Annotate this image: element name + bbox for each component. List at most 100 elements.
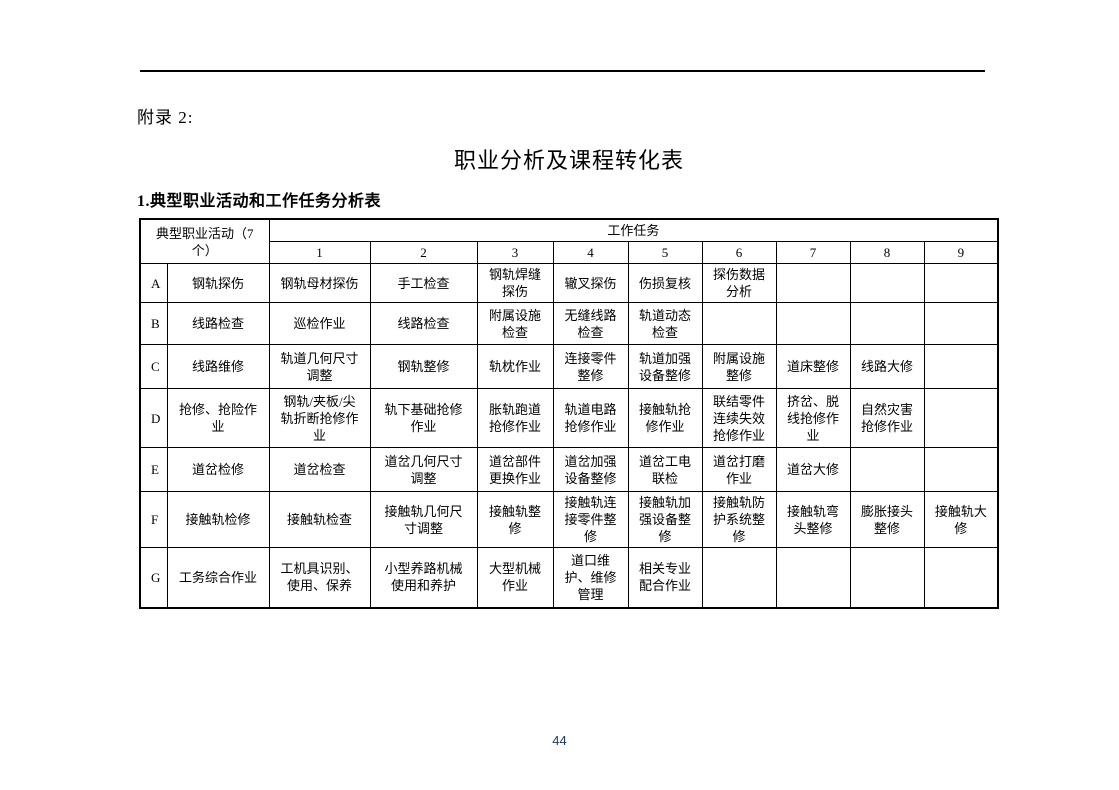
corner-header-cell: 典型职业活动（7个）: [139, 218, 270, 264]
task-cell: 钢轨焊缝探伤: [476, 263, 554, 303]
task-cell: 大型机械作业: [476, 547, 554, 608]
task-cell: 附属设施整修: [701, 344, 777, 389]
activity-cell: 接触轨检修: [166, 491, 270, 548]
table-row-c: C 线路维修 轨道几何尺寸调整 钢轨整修 轨枕作业 连接零件整修 轨道加强设备整…: [139, 344, 999, 389]
task-cell: 接触轨防护系统整修: [701, 491, 777, 548]
task-cell: 小型养路机械使用和养护: [369, 547, 478, 608]
task-cell: [775, 263, 851, 303]
task-cell: 巡检作业: [268, 302, 371, 345]
task-cell: 道床整修: [775, 344, 851, 389]
row-letter-cell: B: [139, 302, 168, 345]
task-cell: [849, 447, 925, 492]
task-cell: [849, 263, 925, 303]
task-cell: 接触轨大修: [923, 491, 999, 548]
task-cell: 联结零件连续失效抢修作业: [701, 388, 777, 448]
task-cell: 道岔检查: [268, 447, 371, 492]
task-cell: 轨道电路抢修作业: [552, 388, 629, 448]
task-cell: 接触轨加强设备整修: [627, 491, 703, 548]
task-cell: 道岔大修: [775, 447, 851, 492]
task-cell: 接触轨弯头整修: [775, 491, 851, 548]
task-cell: 道岔打磨作业: [701, 447, 777, 492]
task-number-cell: 3: [476, 241, 554, 264]
table-header-row-2: 1 2 3 4 5 6 7 8 9: [140, 241, 999, 264]
task-cell: 钢轨整修: [369, 344, 478, 389]
table-row-e: E 道岔检修 道岔检查 道岔几何尺寸调整 道岔部件更换作业 道岔加强设备整修 道…: [139, 447, 999, 492]
section-heading: 1.典型职业活动和工作任务分析表: [137, 193, 382, 210]
task-cell: 挤岔、脱线抢修作业: [775, 388, 851, 448]
activity-cell: 线路维修: [166, 344, 270, 389]
task-number-cell: 9: [923, 241, 999, 264]
task-number-cell: 6: [701, 241, 777, 264]
task-cell: 钢轨/夹板/尖轨折断抢修作业: [268, 388, 371, 448]
task-cell: [923, 263, 999, 303]
page-number: 44: [552, 733, 567, 748]
task-number-cell: 1: [268, 241, 371, 264]
task-cell: 工机具识别、使用、保养: [268, 547, 371, 608]
page-title: 职业分析及课程转化表: [453, 148, 684, 173]
task-cell: 轨下基础抢修作业: [369, 388, 478, 448]
task-cell: 探伤数据分析: [701, 263, 777, 303]
task-cell: 伤损复核: [627, 263, 703, 303]
row-letter-cell: D: [139, 388, 168, 448]
task-number-cell: 8: [849, 241, 925, 264]
task-number-cell: 4: [552, 241, 629, 264]
task-cell: [923, 547, 999, 608]
task-cell: 道岔几何尺寸调整: [369, 447, 478, 492]
task-cell: 膨胀接头整修: [849, 491, 925, 548]
activity-cell: 工务综合作业: [166, 547, 270, 608]
row-letter-cell: C: [139, 344, 168, 389]
table-row-a: A 钢轨探伤 钢轨母材探伤 手工检查 钢轨焊缝探伤 辙叉探伤 伤损复核 探伤数据…: [139, 263, 999, 303]
task-cell: 钢轨母材探伤: [268, 263, 371, 303]
task-number-cell: 7: [775, 241, 851, 264]
task-cell: [923, 447, 999, 492]
tasks-header-cell: 工作任务: [268, 218, 999, 242]
task-cell: 道岔加强设备整修: [552, 447, 629, 492]
task-cell: 线路大修: [849, 344, 925, 389]
activity-cell: 道岔检修: [166, 447, 270, 492]
task-cell: [701, 302, 777, 345]
task-cell: [775, 547, 851, 608]
task-cell: 附属设施检查: [476, 302, 554, 345]
row-letter-cell: F: [139, 491, 168, 548]
task-cell: 胀轨跑道抢修作业: [476, 388, 554, 448]
row-letter-cell: E: [139, 447, 168, 492]
appendix-label: 附录 2:: [137, 108, 194, 127]
activity-cell: 钢轨探伤: [166, 263, 270, 303]
task-cell: 线路检查: [369, 302, 478, 345]
task-cell: 道岔部件更换作业: [476, 447, 554, 492]
task-cell: 轨道加强设备整修: [627, 344, 703, 389]
task-cell: 轨道几何尺寸调整: [268, 344, 371, 389]
task-cell: 相关专业配合作业: [627, 547, 703, 608]
task-cell: 连接零件整修: [552, 344, 629, 389]
table-row-g: G 工务综合作业 工机具识别、使用、保养 小型养路机械使用和养护 大型机械作业 …: [139, 547, 999, 608]
task-cell: 接触轨连接零件整修: [552, 491, 629, 548]
activity-cell: 抢修、抢险作业: [166, 388, 270, 448]
task-cell: 无缝线路检查: [552, 302, 629, 345]
task-cell: [849, 547, 925, 608]
task-cell: 自然灾害抢修作业: [849, 388, 925, 448]
table-row-d: D 抢修、抢险作业 钢轨/夹板/尖轨折断抢修作业 轨下基础抢修作业 胀轨跑道抢修…: [139, 388, 999, 448]
task-cell: [923, 388, 999, 448]
task-cell: 接触轨几何尺寸调整: [369, 491, 478, 548]
task-number-cell: 2: [369, 241, 478, 264]
task-cell: 接触轨整修: [476, 491, 554, 548]
task-cell: 轨道动态检查: [627, 302, 703, 345]
row-letter-cell: G: [139, 547, 168, 608]
row-letter-cell: A: [139, 263, 168, 303]
table-header-row-1: 典型职业活动（7个） 工作任务: [139, 218, 999, 264]
task-cell: 接触轨检查: [268, 491, 371, 548]
task-cell: 手工检查: [369, 263, 478, 303]
table-row-b: B 线路检查 巡检作业 线路检查 附属设施检查 无缝线路检查 轨道动态检查: [139, 302, 999, 345]
task-analysis-table: 典型职业活动（7个） 工作任务 1 2 3 4 5 6 7 8 9 A 钢轨探伤…: [139, 218, 1000, 609]
task-number-cell: 5: [627, 241, 703, 264]
task-cell: 接触轨抢修作业: [627, 388, 703, 448]
activity-cell: 线路检查: [166, 302, 270, 345]
header-rule: [140, 70, 985, 72]
task-cell: [923, 344, 999, 389]
task-cell: [701, 547, 777, 608]
task-cell: 轨枕作业: [476, 344, 554, 389]
task-cell: [923, 302, 999, 345]
task-cell: 辙叉探伤: [552, 263, 629, 303]
task-cell: [849, 302, 925, 345]
